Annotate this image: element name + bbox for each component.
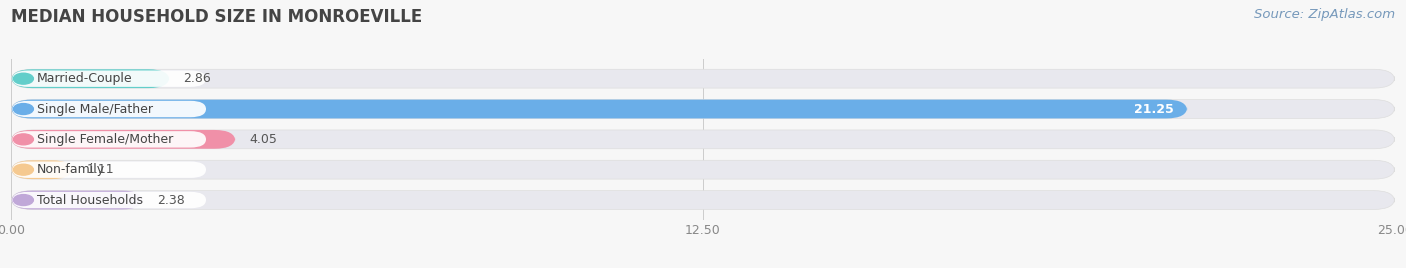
FancyBboxPatch shape — [13, 101, 207, 117]
FancyBboxPatch shape — [13, 70, 207, 87]
FancyBboxPatch shape — [11, 191, 1395, 210]
Text: 21.25: 21.25 — [1133, 103, 1174, 116]
Text: Single Male/Father: Single Male/Father — [37, 103, 153, 116]
FancyBboxPatch shape — [11, 69, 1395, 88]
Text: Single Female/Mother: Single Female/Mother — [37, 133, 173, 146]
Text: Non-family: Non-family — [37, 163, 105, 176]
Circle shape — [14, 103, 34, 114]
Text: Source: ZipAtlas.com: Source: ZipAtlas.com — [1254, 8, 1395, 21]
Circle shape — [14, 73, 34, 84]
Circle shape — [14, 134, 34, 145]
Text: 2.86: 2.86 — [183, 72, 211, 85]
Circle shape — [14, 195, 34, 206]
Circle shape — [14, 164, 34, 175]
Text: Total Households: Total Households — [37, 193, 142, 207]
FancyBboxPatch shape — [13, 131, 207, 148]
FancyBboxPatch shape — [11, 160, 73, 179]
FancyBboxPatch shape — [11, 130, 1395, 149]
FancyBboxPatch shape — [11, 130, 235, 149]
Text: 2.38: 2.38 — [157, 193, 184, 207]
FancyBboxPatch shape — [11, 100, 1395, 118]
Text: 4.05: 4.05 — [249, 133, 277, 146]
FancyBboxPatch shape — [13, 162, 207, 178]
FancyBboxPatch shape — [11, 69, 170, 88]
FancyBboxPatch shape — [11, 191, 143, 210]
Text: Married-Couple: Married-Couple — [37, 72, 132, 85]
FancyBboxPatch shape — [11, 160, 1395, 179]
FancyBboxPatch shape — [13, 192, 207, 208]
Text: MEDIAN HOUSEHOLD SIZE IN MONROEVILLE: MEDIAN HOUSEHOLD SIZE IN MONROEVILLE — [11, 8, 422, 26]
FancyBboxPatch shape — [11, 100, 1187, 118]
Text: 1.11: 1.11 — [87, 163, 114, 176]
